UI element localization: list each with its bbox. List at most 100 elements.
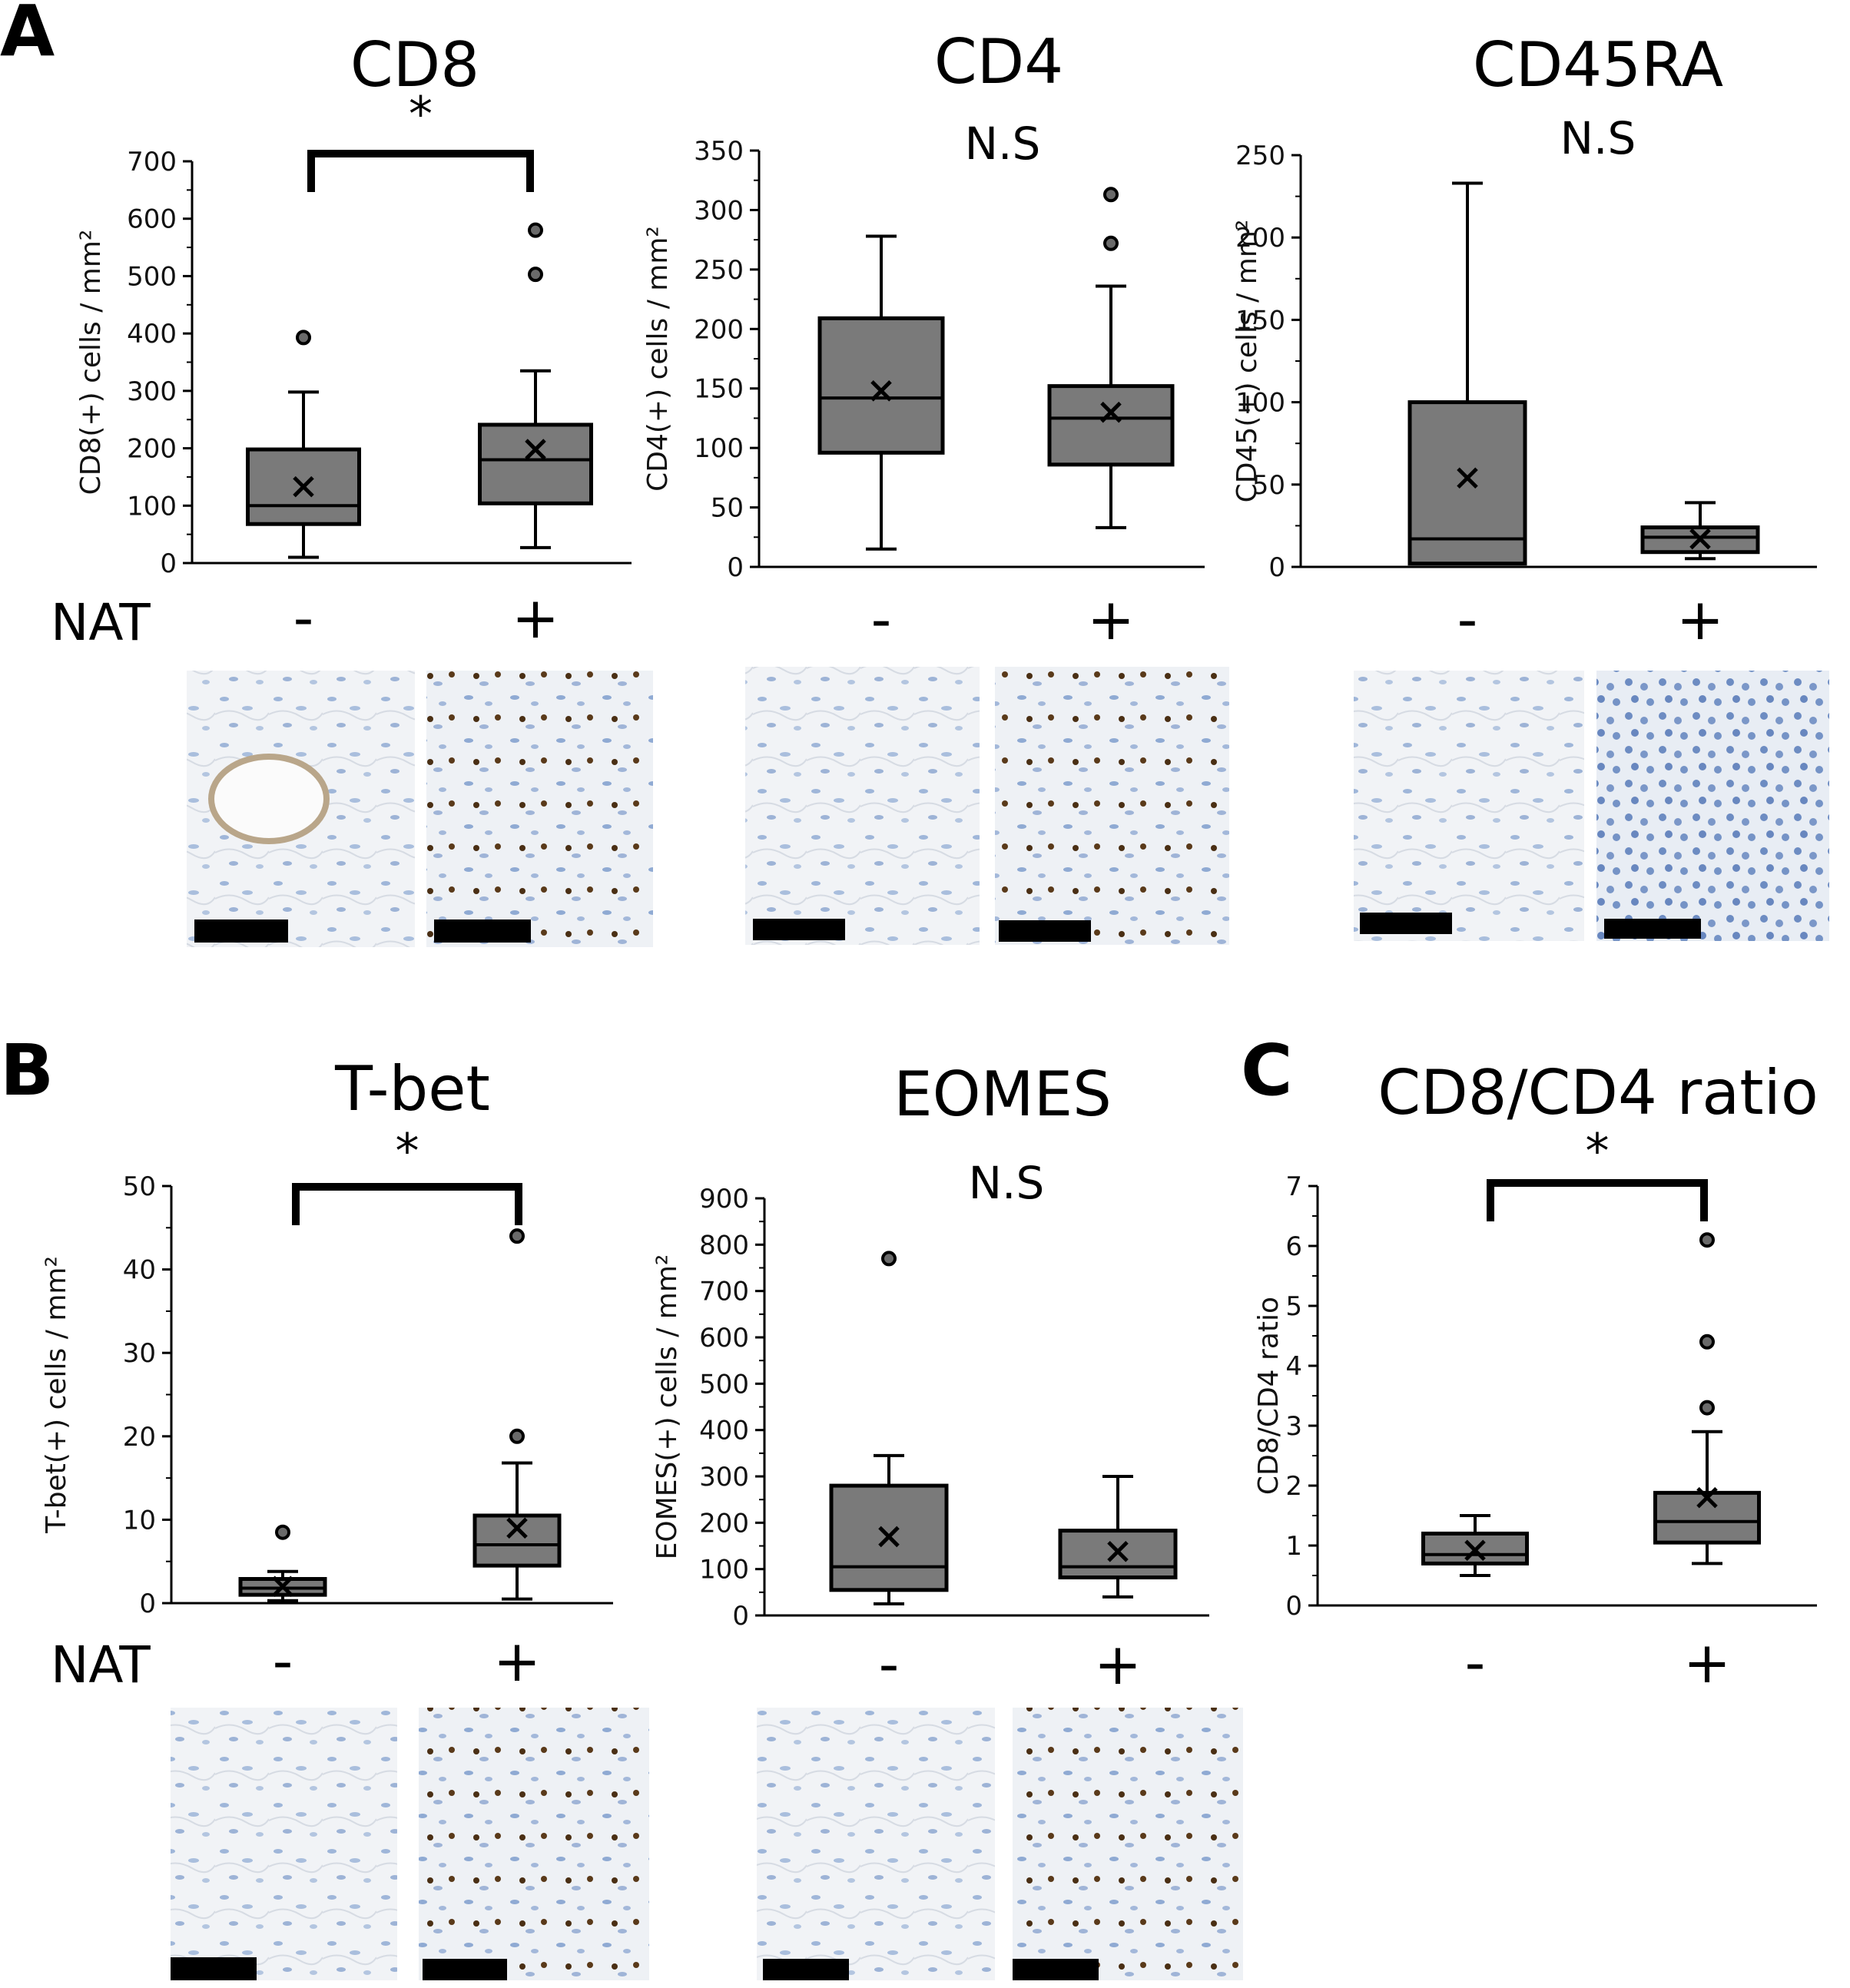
- y-tick-label: 0: [727, 552, 744, 583]
- chart-cd4: CD4 N.S 0 50 100 150 200 250 300 350 CD4(+) cells …: [642, 26, 1205, 653]
- box-iqr: [817, 316, 945, 455]
- y-tick-label: 50: [123, 1171, 156, 1202]
- nat-label-row-b: NAT: [51, 1635, 151, 1695]
- micrograph-cd4-pos: [995, 667, 1229, 945]
- y-tick-label: 100: [699, 1555, 749, 1585]
- y-tick-label: 350: [694, 136, 744, 167]
- y-tick-label: 100: [127, 491, 177, 522]
- outlier-point: [509, 1228, 525, 1244]
- outlier-point: [1699, 1232, 1715, 1248]
- significance-bracket: [292, 1183, 522, 1225]
- chart-title: CD8: [350, 29, 479, 101]
- y-tick-label: 4: [1285, 1351, 1302, 1382]
- y-tick-label: 0: [1285, 1591, 1302, 1622]
- significance-label: N.S: [965, 118, 1041, 170]
- y-tick-label: 6: [1285, 1231, 1302, 1262]
- y-tick-label: 50: [1252, 470, 1285, 501]
- panel-label-c: C: [1241, 1029, 1293, 1112]
- box-nat-pos: [1047, 187, 1175, 529]
- y-tick-label: 600: [127, 204, 177, 235]
- y-tick-label: 600: [699, 1323, 749, 1353]
- y-tick-label: 400: [699, 1416, 749, 1446]
- box-nat-neg: [238, 1524, 327, 1602]
- significance-bracket: [1487, 1179, 1708, 1221]
- group-label: -: [1465, 1630, 1486, 1696]
- y-tick-label: 0: [160, 548, 177, 579]
- box-iqr: [1047, 384, 1175, 467]
- y-tick-label: 500: [699, 1369, 749, 1400]
- group-label: +: [1094, 1632, 1142, 1698]
- group-label: -: [871, 587, 892, 653]
- mean-marker: [525, 439, 546, 460]
- box-nat-pos: [1058, 1475, 1178, 1599]
- box-iqr: [472, 1513, 562, 1568]
- y-tick-label: 300: [694, 195, 744, 226]
- micrograph-tbet-pos: [419, 1708, 649, 1980]
- mean-marker: [293, 475, 314, 498]
- box-iqr: [478, 422, 593, 505]
- y-axis-label: CD8(+) cells / mm²: [75, 230, 107, 495]
- chart-title: CD4: [934, 26, 1063, 98]
- micrograph-cd45ra-pos: [1596, 671, 1829, 941]
- group-label: -: [273, 1629, 293, 1695]
- outlier-point: [881, 1251, 897, 1267]
- box-nat-neg: [246, 330, 361, 559]
- y-axis-label: T-bet(+) cells / mm²: [41, 1256, 72, 1534]
- y-tick-label: 40: [123, 1255, 156, 1286]
- outlier-point: [1103, 235, 1119, 251]
- y-tick-label: 300: [699, 1462, 749, 1493]
- y-tick-label: 0: [1268, 552, 1285, 583]
- y-tick-label: 800: [699, 1230, 749, 1261]
- y-tick-label: 700: [127, 147, 177, 177]
- box-nat-neg: [1421, 1514, 1529, 1577]
- y-tick-label: 2: [1285, 1471, 1302, 1502]
- panel-label-b: B: [0, 1029, 54, 1112]
- significance-label: N.S: [969, 1157, 1045, 1209]
- y-tick-label: 100: [694, 433, 744, 464]
- y-tick-label: 0: [139, 1589, 156, 1619]
- group-label: +: [1683, 1630, 1731, 1696]
- significance-bracket: [307, 150, 534, 192]
- y-tick-label: 0: [732, 1601, 749, 1632]
- mean-marker: [870, 380, 892, 402]
- y-tick-label: 150: [1235, 305, 1285, 336]
- mean-marker: [878, 1526, 900, 1548]
- y-tick-label: 7: [1285, 1171, 1302, 1202]
- box-nat-neg: [1407, 181, 1527, 566]
- box-iqr: [1653, 1490, 1761, 1545]
- outlier-point: [275, 1524, 290, 1540]
- y-tick-label: 150: [694, 374, 744, 405]
- y-tick-label: 3: [1285, 1411, 1302, 1442]
- chart-cd45ra: CD45RA N.S 0 50 100 150 200 250 CD45(+) cells / …: [1232, 29, 1817, 653]
- y-tick-label: 50: [711, 493, 744, 524]
- y-tick-label: 100: [1235, 388, 1285, 419]
- box-nat-pos: [1640, 501, 1760, 561]
- group-label: +: [493, 1629, 541, 1695]
- box-nat-neg: [817, 234, 945, 551]
- group-label: -: [293, 585, 314, 651]
- y-axis-label: EOMES(+) cells / mm²: [651, 1254, 683, 1560]
- panel-label-a: A: [0, 0, 55, 72]
- group-label: +: [512, 585, 559, 651]
- box-nat-pos: [1653, 1232, 1761, 1566]
- nat-label-row-a: NAT: [51, 593, 151, 652]
- mean-marker: [1689, 528, 1711, 550]
- micrograph-cd8-neg: [187, 671, 415, 947]
- micrograph-cd45ra-neg: [1354, 671, 1584, 941]
- chart-title: CD45RA: [1473, 29, 1724, 101]
- group-label: -: [1457, 587, 1478, 653]
- y-tick-label: 30: [123, 1338, 156, 1369]
- box-nat-pos: [478, 222, 593, 549]
- micrographs: [171, 667, 1829, 1980]
- y-tick-label: 200: [127, 434, 177, 465]
- y-tick-label: 10: [123, 1505, 156, 1536]
- y-tick-label: 900: [699, 1184, 749, 1214]
- mean-marker: [1464, 1539, 1486, 1562]
- box-nat-pos: [472, 1228, 562, 1601]
- mean-marker: [1457, 467, 1478, 489]
- chart-cd8: CD8* 0 100 200 300 400 500 600 700 CD8(+) cells /…: [75, 29, 632, 651]
- micrograph-cd8-pos: [426, 671, 653, 947]
- mean-marker: [506, 1517, 528, 1539]
